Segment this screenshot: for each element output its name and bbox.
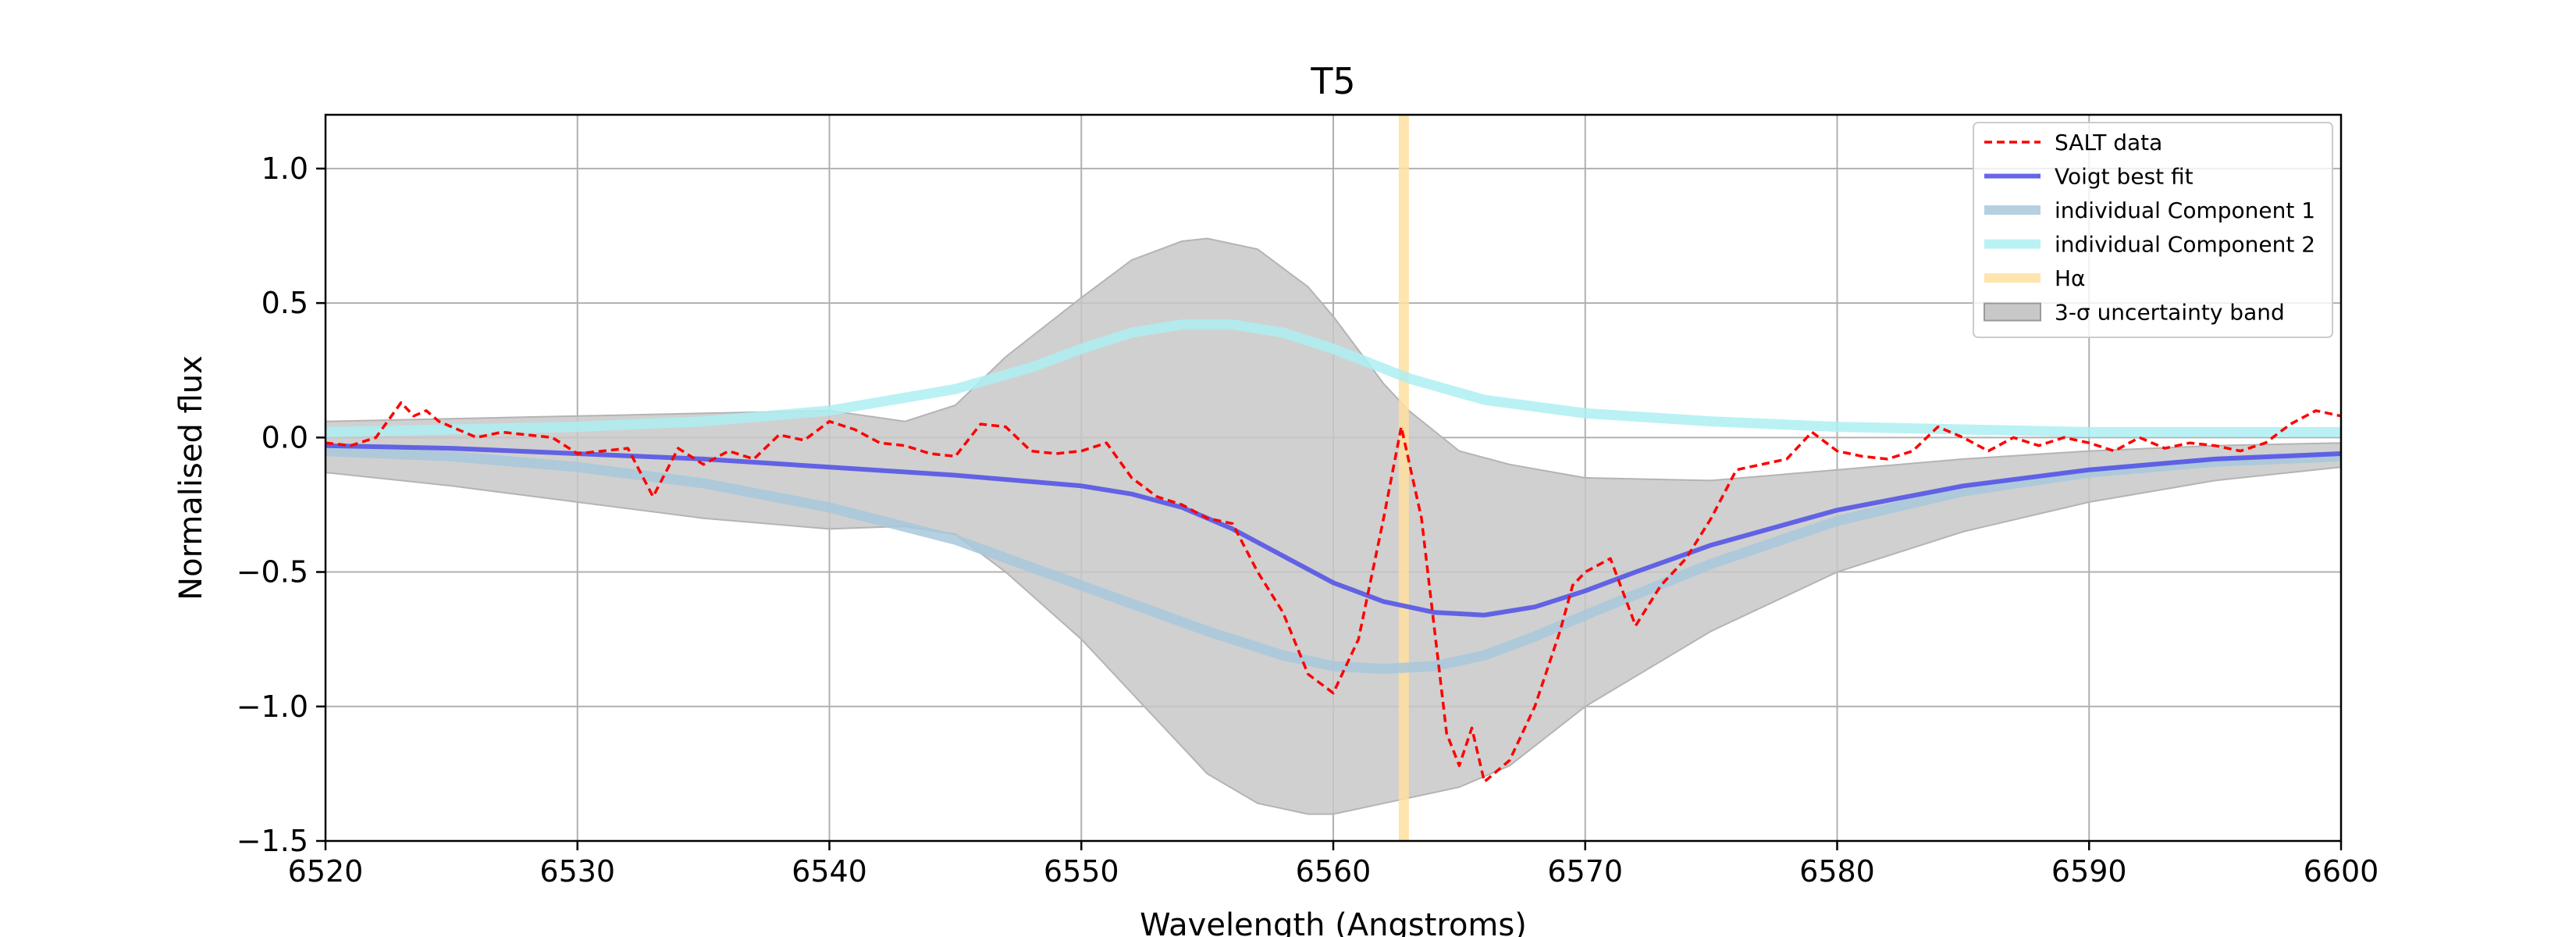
series-line-individual-component-1 <box>326 446 2341 675</box>
x-tick-label: 6550 <box>1044 854 1119 889</box>
band-layer <box>326 237 2341 815</box>
series-line-individual-component-2 <box>326 319 2341 437</box>
legend-label: SALT data <box>2055 130 2162 155</box>
x-tick-label: 6590 <box>2051 854 2127 889</box>
legend: SALT data Voigt best fit individual Compon… <box>1973 122 2333 338</box>
x-tick-label: 6540 <box>792 854 867 889</box>
series-layer <box>326 319 2341 783</box>
legend-label: individual Component 1 <box>2055 198 2315 223</box>
chart-title: T5 <box>1310 60 1355 102</box>
series-line-salt-data <box>326 401 2341 783</box>
y-tick-label: −1.5 <box>237 824 308 858</box>
x-tick-label: 6520 <box>288 854 364 889</box>
x-tick-label: 6530 <box>539 854 615 889</box>
y-tick-label: 0.5 <box>262 286 308 320</box>
legend-label: Hα <box>2055 265 2086 291</box>
y-tick-label: −1.0 <box>237 689 308 724</box>
y-tick-label: 1.0 <box>262 151 308 186</box>
series-line-voigt-best-fit <box>326 443 2341 618</box>
x-tick-label: 6580 <box>1799 854 1875 889</box>
ticks: 6520 6530 6540 6550 6560 6570 6580 6590 6600 −1.5… <box>237 151 2379 889</box>
x-tick-label: 6600 <box>2304 854 2379 889</box>
legend-label: 3-σ uncertainty band <box>2055 300 2285 326</box>
y-tick-label: −0.5 <box>237 555 308 590</box>
legend-label: individual Component 2 <box>2055 232 2315 258</box>
x-axis-label: Wavelength (Angstroms) <box>1140 907 1527 937</box>
y-tick-label: 0.0 <box>262 420 308 454</box>
uncertainty-band <box>326 237 2341 815</box>
x-tick-label: 6570 <box>1547 854 1623 889</box>
legend-swatch <box>1984 302 2041 322</box>
y-axis-label: Normalised flux <box>173 355 209 600</box>
legend-box <box>1973 122 2333 338</box>
x-tick-label: 6560 <box>1296 854 1372 889</box>
legend-label: Voigt best fit <box>2055 164 2194 190</box>
